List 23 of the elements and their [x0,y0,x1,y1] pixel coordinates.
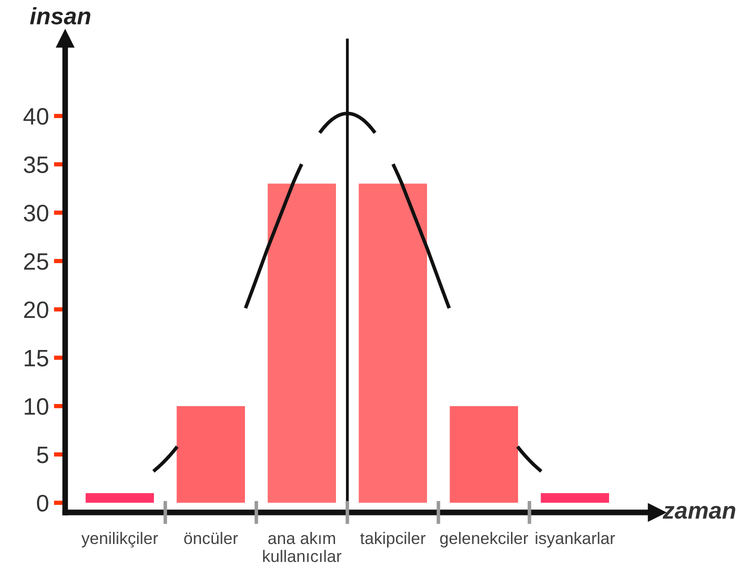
x-tick-label: isyankarlar [536,532,615,548]
y-tick-label: 40 [23,108,48,125]
y-tick-label: 15 [24,350,48,367]
bar [268,184,336,503]
x-tick-label: yenilikçiler [81,532,158,548]
bar [358,184,428,503]
bar [86,493,154,503]
x-tick-label: gelenekciler [440,532,528,548]
y-tick-label: 0 [36,494,48,512]
x-tick-label: takipciler [360,532,426,548]
x-tick-label: ana akım kullanıcılar [263,532,342,562]
y-tick-label: 30 [24,204,48,222]
bar [176,406,245,503]
x-tick-label: öncüler [184,532,238,544]
bar [540,493,610,503]
y-axis-title: insan [30,7,90,24]
y-tick-label: 20 [24,301,48,318]
y-tick-label: 5 [37,446,48,464]
y-tick-label: 10 [24,398,48,415]
bar [450,406,518,503]
y-tick-label: 35 [24,156,48,174]
x-axis-title: zaman [662,506,736,519]
y-tick-label: 25 [24,253,48,270]
